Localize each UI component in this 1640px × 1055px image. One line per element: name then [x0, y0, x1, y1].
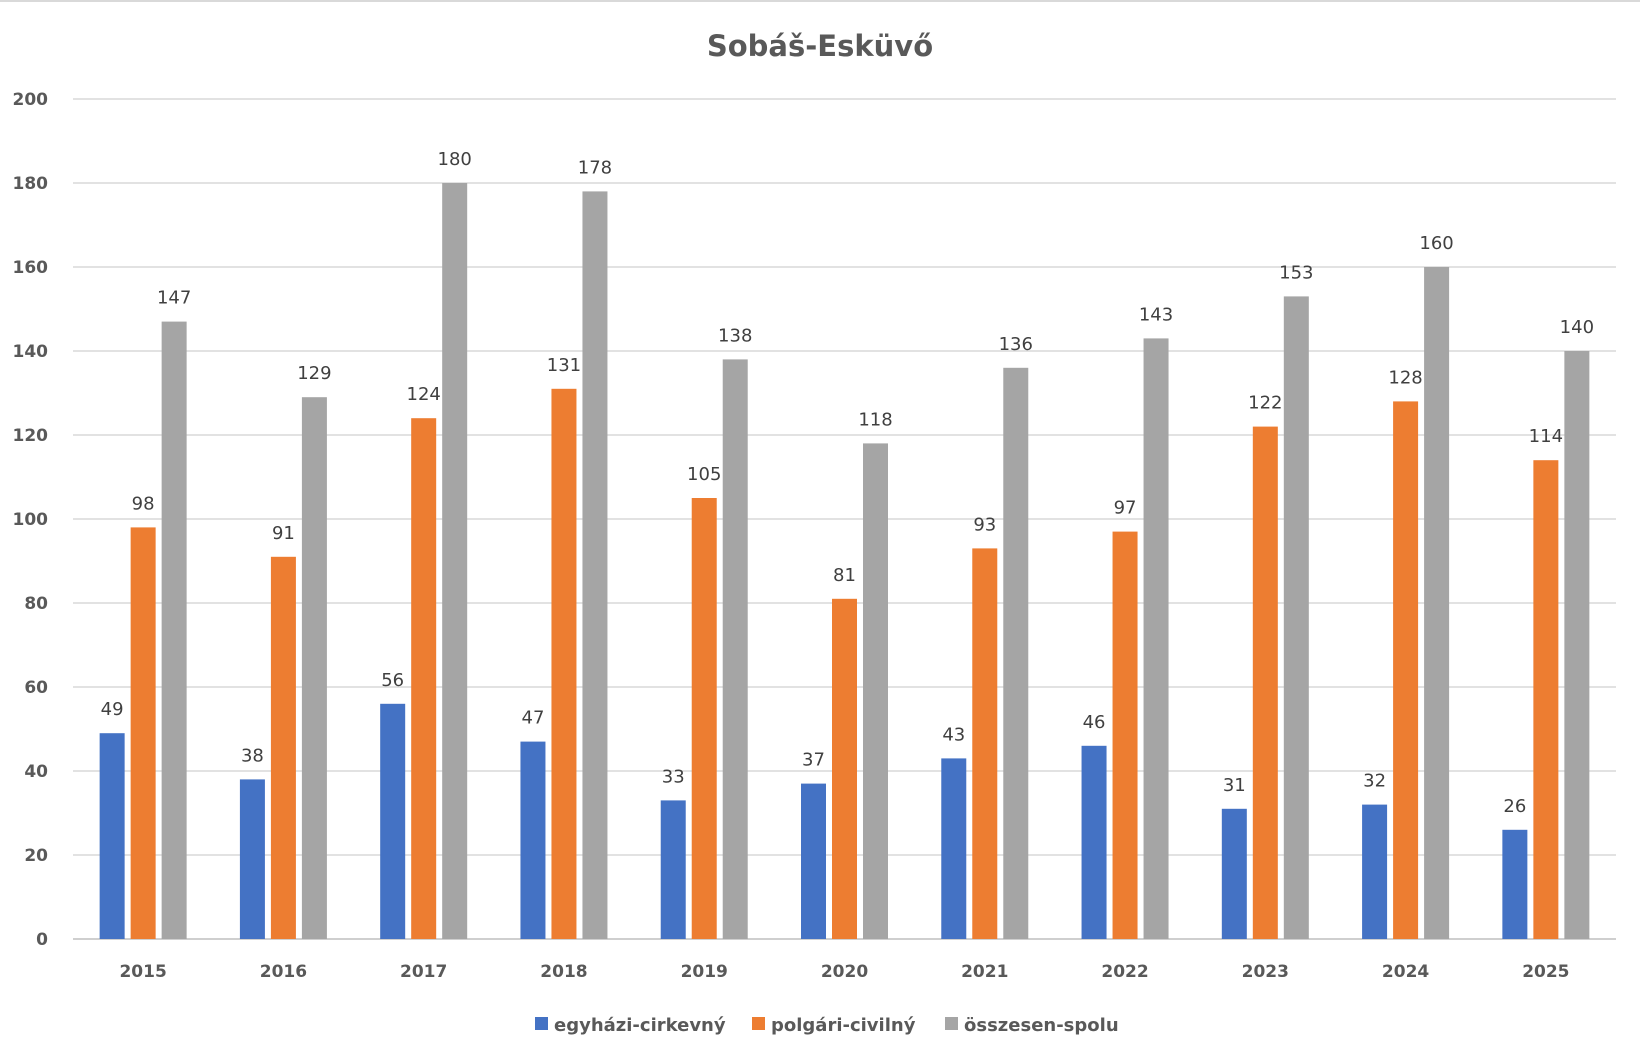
- data-label: 56: [381, 670, 404, 691]
- data-label: 160: [1419, 233, 1453, 254]
- data-label: 128: [1388, 367, 1422, 388]
- x-tick-label: 2021: [961, 962, 1008, 982]
- data-label: 31: [1223, 775, 1246, 796]
- bar: [1252, 426, 1278, 940]
- data-label: 81: [833, 565, 856, 586]
- bar: [1081, 745, 1107, 939]
- bar: [411, 418, 437, 939]
- bar: [1564, 351, 1590, 939]
- x-tick-label: 2015: [119, 962, 166, 982]
- chart-title: Sobáš-Esküvő: [707, 29, 933, 63]
- bar: [1221, 808, 1247, 939]
- data-label: 129: [297, 363, 331, 384]
- data-label: 143: [1139, 304, 1173, 325]
- y-tick-label: 0: [36, 930, 48, 950]
- data-label: 26: [1503, 796, 1526, 817]
- bar: [832, 598, 857, 939]
- data-label: 140: [1560, 317, 1594, 338]
- data-label: 178: [578, 157, 612, 178]
- bar: [1424, 267, 1450, 939]
- y-tick-label: 160: [13, 258, 49, 278]
- bar: [691, 498, 717, 939]
- bar: [582, 191, 608, 939]
- bar: [239, 779, 265, 939]
- x-tick-label: 2023: [1242, 962, 1289, 982]
- y-tick-label: 20: [24, 846, 48, 866]
- bar: [1502, 829, 1528, 939]
- bar: [1362, 804, 1388, 939]
- bar: [801, 783, 826, 939]
- legend-label: összesen-spolu: [964, 1015, 1119, 1036]
- data-label: 46: [1083, 712, 1106, 733]
- x-tick-label: 2018: [540, 962, 587, 982]
- data-label: 97: [1114, 498, 1137, 519]
- data-label: 38: [241, 745, 264, 766]
- data-label: 49: [101, 699, 124, 720]
- bar: [1283, 296, 1309, 939]
- y-tick-label: 40: [24, 762, 48, 782]
- bar: [270, 556, 296, 939]
- data-label: 43: [942, 724, 965, 745]
- data-label: 147: [157, 288, 191, 309]
- y-tick-label: 60: [24, 678, 48, 698]
- x-tick-label: 2022: [1101, 962, 1148, 982]
- data-label: 124: [407, 384, 441, 405]
- data-label: 37: [802, 750, 825, 771]
- bar: [660, 800, 686, 939]
- x-tick-label: 2016: [260, 962, 307, 982]
- data-label: 153: [1279, 262, 1313, 283]
- bar: [1112, 531, 1138, 939]
- bar: [130, 527, 156, 939]
- data-label: 91: [272, 523, 295, 544]
- bar: [1393, 401, 1419, 939]
- legend-swatch: [535, 1017, 548, 1030]
- y-tick-label: 200: [13, 90, 49, 110]
- y-tick-label: 140: [13, 342, 49, 362]
- bar: [442, 183, 468, 939]
- data-label: 118: [858, 409, 892, 430]
- bar: [99, 733, 125, 939]
- x-tick-label: 2025: [1522, 962, 1569, 982]
- y-tick-label: 100: [13, 510, 49, 530]
- bar: [1003, 367, 1029, 939]
- data-label: 47: [522, 708, 545, 729]
- data-label: 32: [1363, 771, 1386, 792]
- legend-swatch: [752, 1017, 765, 1030]
- data-label: 122: [1248, 393, 1282, 414]
- data-label: 131: [547, 355, 581, 376]
- data-label: 105: [687, 464, 721, 485]
- data-label: 114: [1529, 426, 1563, 447]
- bar: [380, 703, 406, 939]
- y-tick-label: 180: [13, 174, 49, 194]
- bar: [941, 758, 967, 939]
- data-label: 180: [438, 149, 472, 170]
- bar: [722, 359, 748, 939]
- legend-label: polgári-civilný: [771, 1015, 916, 1036]
- x-tick-label: 2019: [681, 962, 728, 982]
- data-label: 136: [999, 334, 1033, 355]
- x-tick-label: 2020: [821, 962, 868, 982]
- bar: [1143, 338, 1169, 939]
- bar: [1533, 460, 1559, 939]
- data-label: 98: [132, 493, 155, 514]
- y-tick-label: 120: [13, 426, 49, 446]
- bar: [551, 388, 577, 939]
- bar: [863, 443, 888, 939]
- data-label: 33: [662, 766, 685, 787]
- data-label: 138: [718, 325, 752, 346]
- bar: [972, 548, 998, 939]
- data-label: 93: [973, 514, 996, 535]
- bar: [161, 321, 187, 940]
- x-tick-label: 2024: [1382, 962, 1429, 982]
- x-tick-label: 2017: [400, 962, 447, 982]
- bar: [520, 741, 546, 939]
- y-tick-label: 80: [24, 594, 48, 614]
- legend-swatch: [945, 1017, 958, 1030]
- bar: [301, 397, 327, 939]
- legend-label: egyházi-cirkevný: [554, 1015, 726, 1036]
